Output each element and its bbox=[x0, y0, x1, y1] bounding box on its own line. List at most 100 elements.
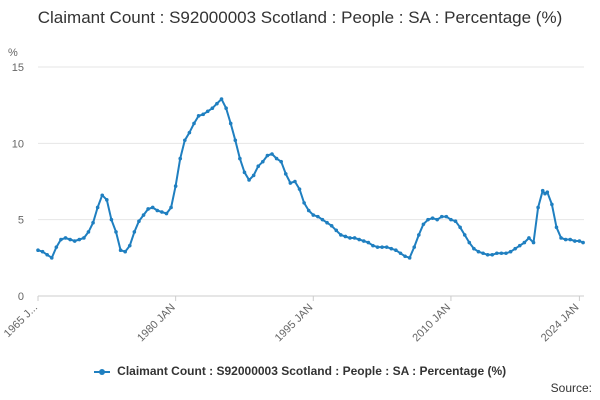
data-point[interactable] bbox=[375, 245, 380, 249]
data-point[interactable] bbox=[150, 205, 155, 210]
data-point[interactable] bbox=[183, 138, 187, 143]
data-point[interactable] bbox=[228, 121, 233, 126]
data-point[interactable] bbox=[550, 202, 554, 207]
data-point[interactable] bbox=[302, 201, 306, 205]
data-point[interactable] bbox=[224, 106, 228, 111]
data-point[interactable] bbox=[499, 251, 504, 256]
data-point[interactable] bbox=[481, 251, 485, 256]
data-point[interactable] bbox=[320, 217, 325, 222]
data-point[interactable] bbox=[114, 230, 118, 234]
data-point[interactable] bbox=[504, 251, 508, 256]
data-point[interactable] bbox=[545, 190, 550, 194]
data-point[interactable] bbox=[412, 245, 417, 249]
data-point[interactable] bbox=[449, 217, 453, 222]
data-point[interactable] bbox=[173, 184, 178, 188]
data-point[interactable] bbox=[187, 130, 192, 135]
data-point[interactable] bbox=[352, 236, 357, 240]
data-point[interactable] bbox=[54, 245, 59, 249]
data-point[interactable] bbox=[329, 223, 334, 228]
data-point[interactable] bbox=[458, 225, 462, 230]
data-point[interactable] bbox=[389, 246, 394, 251]
data-point[interactable] bbox=[91, 220, 95, 225]
data-point[interactable] bbox=[421, 222, 426, 227]
data-point[interactable] bbox=[233, 138, 238, 143]
data-point[interactable] bbox=[283, 172, 288, 176]
data-point[interactable] bbox=[297, 187, 302, 191]
data-point[interactable] bbox=[118, 248, 123, 252]
data-point[interactable] bbox=[522, 240, 527, 245]
data-point[interactable] bbox=[398, 251, 403, 256]
data-point[interactable] bbox=[536, 205, 540, 210]
data-point[interactable] bbox=[357, 237, 361, 242]
data-point[interactable] bbox=[86, 230, 91, 234]
data-point[interactable] bbox=[462, 233, 467, 237]
data-point[interactable] bbox=[394, 248, 398, 252]
data-point[interactable] bbox=[531, 240, 536, 245]
data-point[interactable] bbox=[127, 243, 132, 248]
data-point[interactable] bbox=[444, 214, 449, 219]
data-point[interactable] bbox=[242, 170, 247, 175]
data-point[interactable] bbox=[45, 252, 49, 257]
data-point[interactable] bbox=[325, 220, 329, 225]
data-point[interactable] bbox=[384, 245, 389, 249]
data-point[interactable] bbox=[517, 243, 522, 248]
data-point[interactable] bbox=[485, 252, 490, 257]
data-point[interactable] bbox=[215, 101, 219, 106]
data-point[interactable] bbox=[36, 248, 40, 252]
data-point[interactable] bbox=[288, 181, 293, 185]
data-point[interactable] bbox=[49, 256, 54, 260]
data-point[interactable] bbox=[490, 252, 495, 257]
data-point[interactable] bbox=[293, 179, 297, 184]
data-point[interactable] bbox=[95, 205, 100, 210]
data-point[interactable] bbox=[279, 159, 283, 164]
data-point[interactable] bbox=[256, 164, 261, 169]
data-point[interactable] bbox=[251, 173, 256, 178]
data-point[interactable] bbox=[316, 214, 320, 219]
data-point[interactable] bbox=[513, 246, 517, 251]
data-point[interactable] bbox=[343, 234, 348, 239]
data-point[interactable] bbox=[563, 237, 568, 242]
data-point[interactable] bbox=[366, 240, 371, 245]
data-point[interactable] bbox=[306, 208, 311, 213]
data-point[interactable] bbox=[100, 193, 105, 198]
data-point[interactable] bbox=[155, 208, 160, 213]
data-point[interactable] bbox=[210, 106, 215, 111]
data-point[interactable] bbox=[554, 225, 559, 230]
data-point[interactable] bbox=[77, 237, 82, 242]
data-point[interactable] bbox=[573, 239, 577, 243]
data-point[interactable] bbox=[109, 217, 114, 222]
data-point[interactable] bbox=[380, 245, 384, 249]
data-point[interactable] bbox=[123, 249, 127, 254]
data-point[interactable] bbox=[63, 236, 68, 240]
data-point[interactable] bbox=[196, 114, 201, 118]
data-point[interactable] bbox=[348, 236, 352, 240]
data-point[interactable] bbox=[568, 237, 573, 242]
data-point[interactable] bbox=[137, 219, 141, 223]
data-point[interactable] bbox=[540, 188, 545, 193]
data-point[interactable] bbox=[339, 233, 343, 237]
data-point[interactable] bbox=[132, 230, 137, 234]
data-point[interactable] bbox=[160, 210, 164, 214]
data-point[interactable] bbox=[508, 249, 513, 254]
data-point[interactable] bbox=[274, 156, 279, 161]
data-point[interactable] bbox=[192, 121, 196, 126]
data-point[interactable] bbox=[247, 178, 251, 182]
data-point[interactable] bbox=[146, 207, 150, 211]
data-point[interactable] bbox=[472, 246, 476, 251]
data-point[interactable] bbox=[417, 233, 421, 237]
data-point[interactable] bbox=[169, 205, 173, 210]
data-point[interactable] bbox=[476, 249, 481, 254]
data-point[interactable] bbox=[68, 237, 72, 242]
data-point[interactable] bbox=[435, 217, 439, 222]
data-point[interactable] bbox=[261, 159, 265, 164]
data-point[interactable] bbox=[270, 152, 274, 156]
data-point[interactable] bbox=[467, 240, 472, 245]
data-point[interactable] bbox=[59, 237, 63, 242]
data-point[interactable] bbox=[371, 243, 375, 248]
data-point[interactable] bbox=[430, 216, 435, 220]
data-point[interactable] bbox=[219, 97, 224, 101]
data-point[interactable] bbox=[164, 211, 169, 216]
data-point[interactable] bbox=[105, 198, 109, 202]
data-point[interactable] bbox=[82, 236, 86, 240]
data-point[interactable] bbox=[334, 228, 339, 233]
